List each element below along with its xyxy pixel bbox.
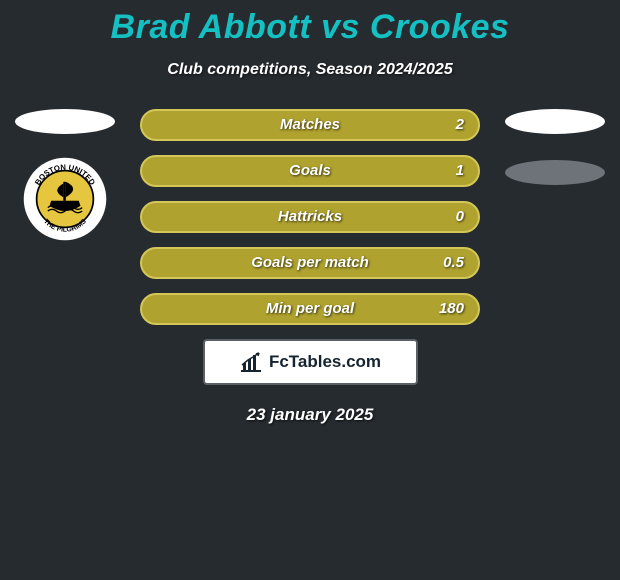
stat-label: Min per goal: [266, 295, 354, 323]
boston-united-badge-icon: BOSTON UNITED THE PILGRIMS: [22, 156, 108, 242]
stat-label: Goals per match: [251, 249, 369, 277]
club-badge: BOSTON UNITED THE PILGRIMS: [15, 154, 115, 244]
right-ellipse-1: [505, 109, 605, 134]
fctables-logo: FcTables.com: [203, 339, 418, 385]
content-area: BOSTON UNITED THE PILGRIMS Matches 2 Goals…: [0, 109, 620, 325]
stat-value: 0: [456, 203, 464, 231]
right-column: [490, 109, 620, 211]
left-ellipse: [15, 109, 115, 134]
page-title: Brad Abbott vs Crookes: [0, 0, 620, 47]
stat-value: 0.5: [443, 249, 464, 277]
left-column: BOSTON UNITED THE PILGRIMS: [0, 109, 130, 244]
right-ellipse-2: [505, 160, 605, 185]
stat-bar: Matches 2: [140, 109, 480, 141]
date-line: 23 january 2025: [0, 405, 620, 425]
stat-value: 180: [439, 295, 464, 323]
stat-bars: Matches 2 Goals 1 Hattricks 0 Goals per match 0…: [140, 109, 480, 325]
stat-label: Goals: [289, 157, 331, 185]
stat-bar: Goals per match 0.5: [140, 247, 480, 279]
stat-label: Matches: [280, 111, 340, 139]
stat-bar: Goals 1: [140, 155, 480, 187]
stat-value: 1: [456, 157, 464, 185]
stat-bar: Min per goal 180: [140, 293, 480, 325]
stat-bar: Hattricks 0: [140, 201, 480, 233]
subtitle: Club competitions, Season 2024/2025: [0, 61, 620, 79]
stat-label: Hattricks: [278, 203, 342, 231]
bar-chart-icon: [239, 351, 263, 373]
fctables-logo-text: FcTables.com: [269, 352, 381, 372]
stat-value: 2: [456, 111, 464, 139]
